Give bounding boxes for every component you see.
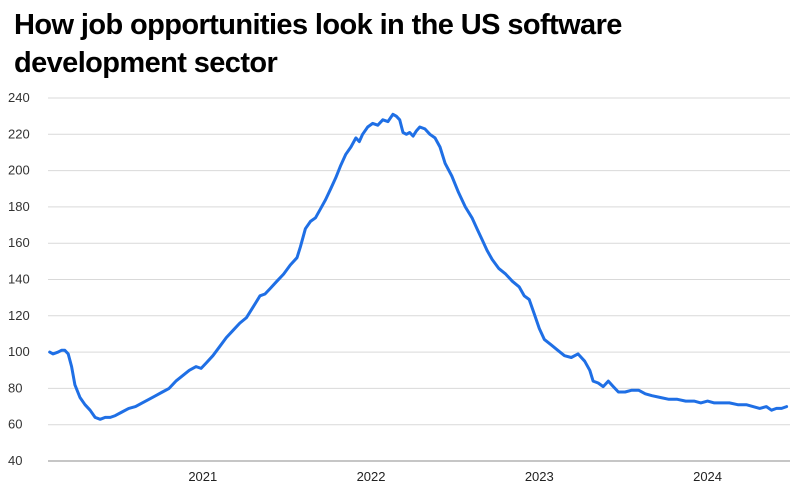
x-axis: 2021 2022 2023 2024	[188, 469, 722, 484]
y-tick-label-180: 180	[8, 199, 30, 214]
x-tick-label-2024: 2024	[693, 469, 722, 484]
y-tick-label-60: 60	[8, 417, 22, 432]
chart-title: How job opportunities look in the US sof…	[14, 9, 622, 79]
series-line-0	[48, 112, 789, 421]
plot-area	[48, 112, 789, 421]
y-tick-label-240: 240	[8, 90, 30, 105]
x-tick-label-2022: 2022	[357, 469, 386, 484]
y-tick-label-120: 120	[8, 308, 30, 323]
grid-layer	[48, 97, 790, 462]
y-tick-label-160: 160	[8, 235, 30, 250]
y-tick-label-200: 200	[8, 163, 30, 178]
y-tick-label-100: 100	[8, 344, 30, 359]
y-tick-label-40: 40	[8, 453, 22, 468]
y-tick-label-80: 80	[8, 380, 22, 395]
y-axis: 40 60 80 100 120 140 160 180 200 220 240	[8, 90, 30, 468]
y-tick-label-220: 220	[8, 126, 30, 141]
y-tick-label-140: 140	[8, 272, 30, 287]
x-tick-label-2023: 2023	[525, 469, 554, 484]
x-tick-label-2021: 2021	[188, 469, 217, 484]
